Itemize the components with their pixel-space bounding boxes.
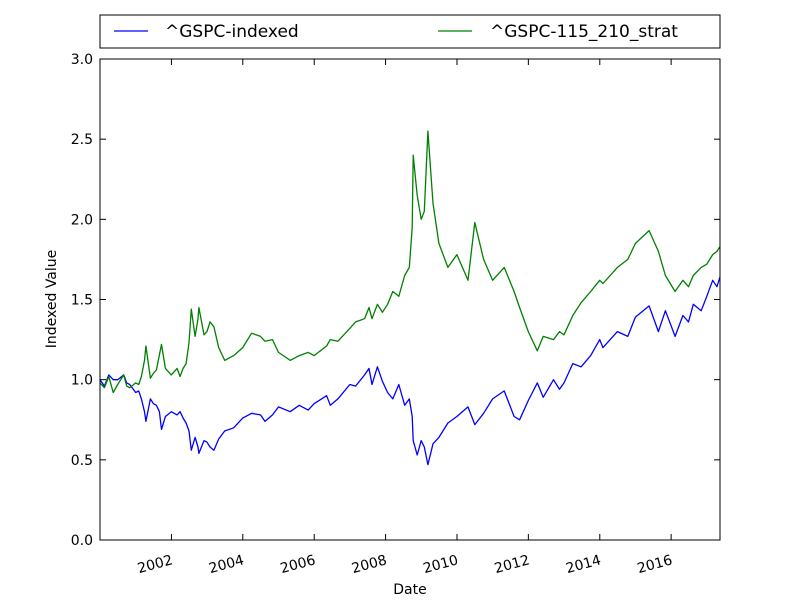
legend-label-gspc-indexed: ^GSPC-indexed bbox=[165, 22, 299, 42]
y-tick-label: 3.0 bbox=[71, 52, 93, 68]
legend: ^GSPC-indexed ^GSPC-115_210_strat bbox=[99, 14, 721, 49]
legend-label-gspc-strat: ^GSPC-115_210_strat bbox=[490, 22, 678, 42]
series-lines bbox=[99, 130, 721, 466]
series-line-0 bbox=[99, 276, 721, 466]
x-axis-label: Date bbox=[393, 582, 426, 598]
y-axis: 0.0 0.5 1.0 1.5 2.0 2.5 3.0 bbox=[71, 52, 720, 549]
series-line-1 bbox=[99, 130, 721, 394]
y-tick-label: 2.0 bbox=[71, 212, 93, 228]
y-axis-label: Indexed Value bbox=[44, 250, 60, 349]
y-tick-label: 1.5 bbox=[71, 293, 93, 309]
y-tick-label: 2.5 bbox=[71, 132, 93, 148]
y-tick-label: 0.0 bbox=[71, 533, 93, 549]
y-tick-label: 0.5 bbox=[71, 453, 93, 469]
legend-box bbox=[99, 14, 721, 49]
y-tick-label: 1.0 bbox=[71, 373, 93, 389]
